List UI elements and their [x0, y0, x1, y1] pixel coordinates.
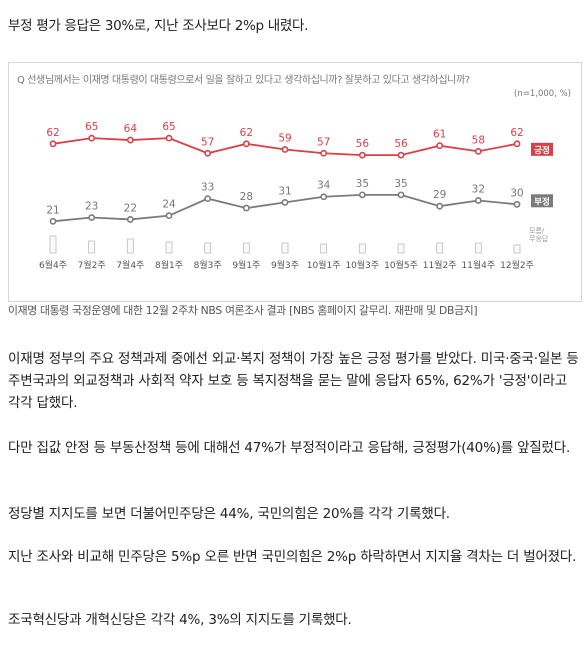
- legend-label: 긍정: [534, 145, 550, 156]
- x-tick-label: 8월3주: [194, 259, 222, 271]
- other-bar: [513, 244, 521, 254]
- data-label: 61: [433, 129, 446, 141]
- other-legend-label-2: 무응답: [529, 234, 549, 243]
- paragraph-policy: 이재명 정부의 주요 정책과제 중에선 외교·복지 정책이 가장 높은 긍정 평…: [8, 351, 579, 411]
- data-label: 24: [162, 199, 176, 211]
- data-point: [49, 140, 57, 148]
- other-bar: [49, 235, 57, 254]
- unit-note: (n=1,000, %): [514, 89, 571, 99]
- line-chart: 모름/무응답 62 65 64 65 57 62 59 57 56 56 61 58 62 긍정 21 23 22…: [39, 121, 553, 271]
- data-point: [474, 147, 482, 155]
- other-bar: [397, 243, 405, 254]
- data-point: [358, 191, 366, 199]
- x-tick-label: 10월1주: [307, 259, 341, 271]
- data-point: [165, 212, 173, 220]
- x-tick-label: 11월2주: [423, 259, 457, 271]
- x-tick-label: 10월3주: [345, 259, 379, 271]
- other-bar: [436, 242, 444, 254]
- data-point: [436, 142, 444, 150]
- paragraph-party-support: 정당별 지지도를 보면 더불어민주당은 44%, 국민의힘은 20%를 각각 기…: [8, 506, 450, 522]
- data-label: 65: [85, 121, 98, 133]
- data-label: 65: [162, 121, 175, 133]
- data-label: 35: [356, 178, 369, 190]
- paragraph-housing: 다만 집값 안정 등 부동산정책 등에 대해선 47%가 부정적이라고 응답해,…: [8, 440, 571, 456]
- data-label: 30: [510, 187, 523, 199]
- paragraph-gap: 지난 조사와 비교해 민주당은 5%p 오른 반면 국민의힘은 2%p 하락하면…: [8, 549, 577, 565]
- data-point: [126, 136, 134, 144]
- data-point: [281, 199, 289, 206]
- legend-label: 부정: [534, 196, 550, 207]
- data-point: [126, 216, 134, 223]
- data-label: 62: [510, 127, 523, 139]
- x-tick-label: 9월3주: [271, 259, 299, 271]
- data-point: [358, 151, 366, 159]
- data-label: 59: [278, 132, 291, 144]
- data-point: [204, 149, 212, 157]
- data-label: 21: [46, 204, 59, 216]
- data-point: [281, 146, 289, 153]
- data-label: 28: [240, 191, 253, 203]
- data-label: 22: [124, 202, 137, 214]
- data-point: [513, 140, 521, 148]
- data-label: 31: [278, 185, 291, 197]
- x-tick-label: 7월2주: [78, 259, 106, 271]
- survey-question: Q 선생님께서는 이재명 대통령이 대통령으로서 일을 잘하고 있다고 생각하십…: [17, 75, 470, 86]
- other-bar: [126, 238, 134, 254]
- chart-figure: Q 선생님께서는 이재명 대통령이 대통령으로서 일을 잘하고 있다고 생각하십…: [8, 62, 582, 302]
- data-label: 56: [394, 138, 408, 150]
- data-label: 23: [85, 201, 98, 213]
- x-tick-label: 10월5주: [384, 259, 418, 271]
- data-label: 58: [472, 134, 485, 146]
- data-label: 29: [433, 189, 446, 201]
- other-bar: [281, 242, 289, 254]
- paragraph-minor-parties: 조국혁신당과 개혁신당은 각각 4%, 3%의 지지도를 기록했다.: [8, 612, 352, 628]
- legend-tag: [531, 194, 553, 208]
- data-label: 32: [472, 184, 485, 196]
- other-bar: [242, 242, 250, 254]
- data-label: 56: [356, 138, 370, 150]
- data-label: 57: [201, 136, 214, 148]
- data-point: [88, 134, 96, 142]
- data-label: 33: [201, 182, 214, 194]
- legend-tag: [531, 142, 553, 156]
- other-bar: [165, 241, 173, 254]
- data-label: 35: [394, 178, 407, 190]
- data-point: [242, 204, 250, 212]
- x-tick-label: 11월4주: [461, 259, 495, 271]
- x-tick-label: 9월1주: [232, 259, 260, 271]
- data-point: [49, 217, 57, 225]
- data-point: [474, 197, 482, 204]
- lead-sentence: 부정 평가 응답은 30%로, 지난 조사보다 2%p 내렸다.: [8, 18, 309, 34]
- data-label: 62: [240, 127, 253, 139]
- data-point: [320, 193, 328, 201]
- data-point: [397, 191, 405, 199]
- other-bar: [358, 243, 366, 254]
- x-tick-label: 12월2주: [500, 259, 534, 271]
- data-point: [397, 151, 405, 159]
- data-point: [88, 214, 96, 221]
- data-point: [436, 202, 444, 210]
- series-line-negative: [52, 193, 518, 223]
- data-label: 34: [317, 180, 331, 192]
- data-point: [320, 149, 328, 157]
- data-label: 64: [124, 123, 138, 135]
- data-label: 62: [46, 127, 59, 139]
- other-bar: [320, 243, 328, 254]
- other-legend-label: 모름/: [529, 227, 545, 235]
- x-tick-label: 7월4주: [116, 259, 144, 271]
- data-label: 57: [317, 136, 330, 148]
- data-point: [204, 195, 212, 203]
- data-point: [513, 200, 521, 208]
- data-point: [165, 134, 173, 142]
- data-point: [242, 140, 250, 148]
- image-caption: 이재명 대통령 국정운영에 대한 12월 2주차 NBS 여론조사 결과 [NB…: [8, 304, 478, 317]
- x-tick-label: 6월4주: [39, 259, 67, 271]
- other-bar: [474, 242, 482, 254]
- other-bar: [88, 240, 96, 254]
- other-bar: [204, 242, 212, 254]
- x-tick-label: 8월1주: [155, 259, 183, 271]
